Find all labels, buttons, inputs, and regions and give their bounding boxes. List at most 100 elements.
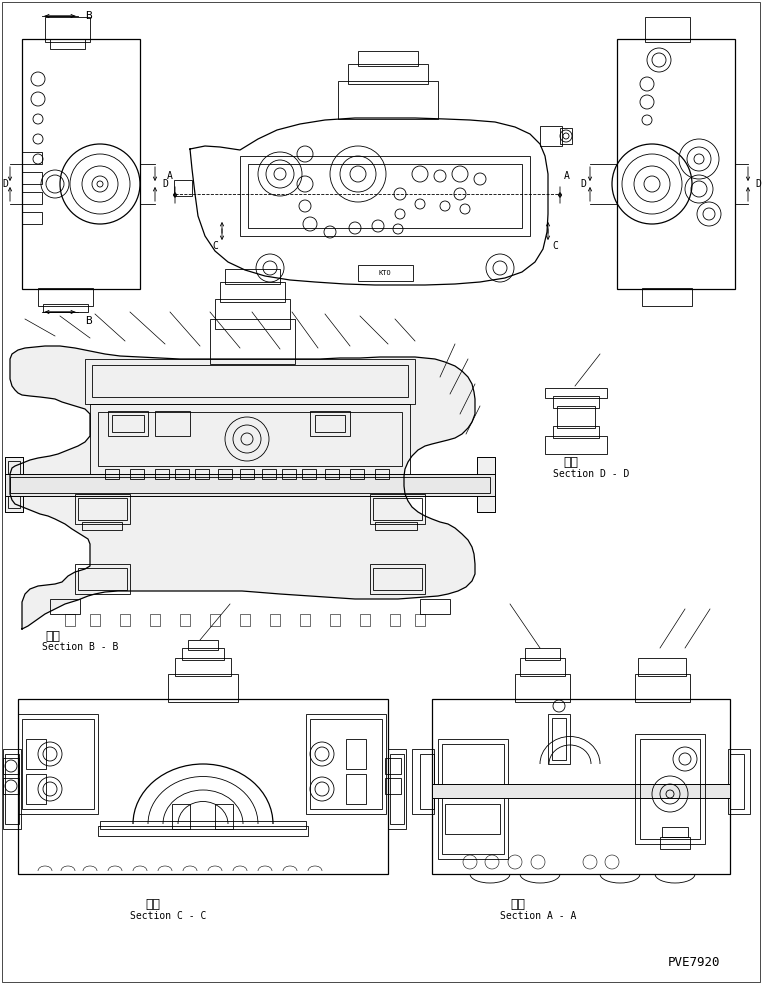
Polygon shape	[10, 346, 475, 629]
Bar	[182, 648, 224, 660]
Bar	[545, 388, 607, 398]
Bar	[310, 719, 382, 809]
Bar	[168, 674, 238, 702]
Bar	[172, 804, 190, 829]
Bar	[92, 365, 408, 397]
Bar	[388, 749, 406, 829]
Bar	[420, 599, 450, 614]
Bar	[215, 804, 233, 829]
Bar	[22, 192, 42, 204]
Bar	[18, 699, 388, 874]
Bar	[390, 614, 400, 626]
Bar	[82, 522, 122, 530]
Bar	[350, 469, 364, 479]
Bar	[210, 319, 295, 364]
Bar	[373, 568, 422, 590]
Bar	[662, 827, 688, 837]
Bar	[22, 212, 42, 224]
Bar	[98, 826, 308, 836]
Bar	[22, 172, 42, 184]
Bar	[10, 477, 490, 493]
Bar	[325, 469, 339, 479]
Text: 断面: 断面	[563, 456, 578, 468]
Bar	[155, 469, 169, 479]
Bar	[270, 614, 280, 626]
Bar	[22, 152, 42, 164]
Bar	[358, 265, 413, 281]
Bar	[45, 17, 90, 42]
Bar	[43, 304, 88, 312]
Bar	[3, 778, 19, 794]
Text: D: D	[2, 179, 8, 189]
Bar	[552, 718, 566, 760]
Text: 断面: 断面	[145, 897, 160, 910]
Bar	[520, 658, 565, 676]
Bar	[130, 469, 144, 479]
Bar	[175, 469, 189, 479]
Bar	[90, 614, 100, 626]
Bar	[360, 614, 370, 626]
Bar	[370, 564, 425, 594]
Bar	[315, 415, 345, 432]
Text: 断面: 断面	[45, 630, 60, 643]
Bar	[100, 821, 306, 829]
Bar	[385, 758, 401, 774]
Text: A: A	[167, 171, 173, 181]
Bar	[78, 498, 127, 520]
Bar	[5, 457, 23, 512]
Bar	[548, 714, 570, 764]
Text: C: C	[552, 241, 558, 251]
Bar	[225, 269, 280, 284]
Bar	[50, 39, 85, 49]
Bar	[50, 599, 80, 614]
Bar	[370, 494, 425, 524]
Bar	[348, 64, 428, 84]
Bar	[120, 614, 130, 626]
Bar	[300, 614, 310, 626]
Bar	[660, 837, 690, 849]
Bar	[18, 714, 98, 814]
Bar	[3, 758, 19, 774]
Bar	[445, 804, 500, 834]
Bar	[338, 81, 438, 119]
Bar	[248, 164, 522, 228]
Bar	[477, 457, 495, 512]
Bar	[75, 494, 130, 524]
Text: Section D - D: Section D - D	[553, 469, 629, 479]
Bar	[85, 359, 415, 404]
Bar	[635, 674, 690, 702]
Bar	[560, 128, 572, 144]
Bar	[8, 461, 20, 508]
Bar	[415, 614, 425, 626]
Bar	[306, 714, 386, 814]
Text: D: D	[755, 179, 761, 189]
Bar	[90, 404, 410, 474]
Bar	[180, 614, 190, 626]
Bar	[240, 614, 250, 626]
Text: C: C	[212, 241, 218, 251]
Text: D: D	[162, 179, 168, 189]
Bar	[358, 51, 418, 66]
Text: B: B	[85, 316, 91, 326]
Bar	[188, 640, 218, 650]
Bar	[412, 749, 434, 814]
Text: Section B - B: Section B - B	[42, 642, 118, 652]
Text: Section A - A: Section A - A	[500, 911, 576, 921]
Bar	[175, 658, 231, 676]
Bar	[240, 156, 530, 236]
Bar	[65, 614, 75, 626]
Bar	[432, 784, 730, 798]
Bar	[22, 719, 94, 809]
Bar	[22, 39, 140, 289]
Bar	[302, 469, 316, 479]
Text: Section C - C: Section C - C	[130, 911, 207, 921]
Bar	[346, 739, 366, 769]
Bar	[557, 406, 595, 428]
Bar	[545, 436, 607, 454]
Bar	[5, 754, 19, 824]
Bar	[108, 411, 148, 436]
Bar	[330, 614, 340, 626]
Bar	[26, 774, 46, 804]
Text: A: A	[564, 171, 570, 181]
Text: PVE7920: PVE7920	[668, 955, 720, 968]
